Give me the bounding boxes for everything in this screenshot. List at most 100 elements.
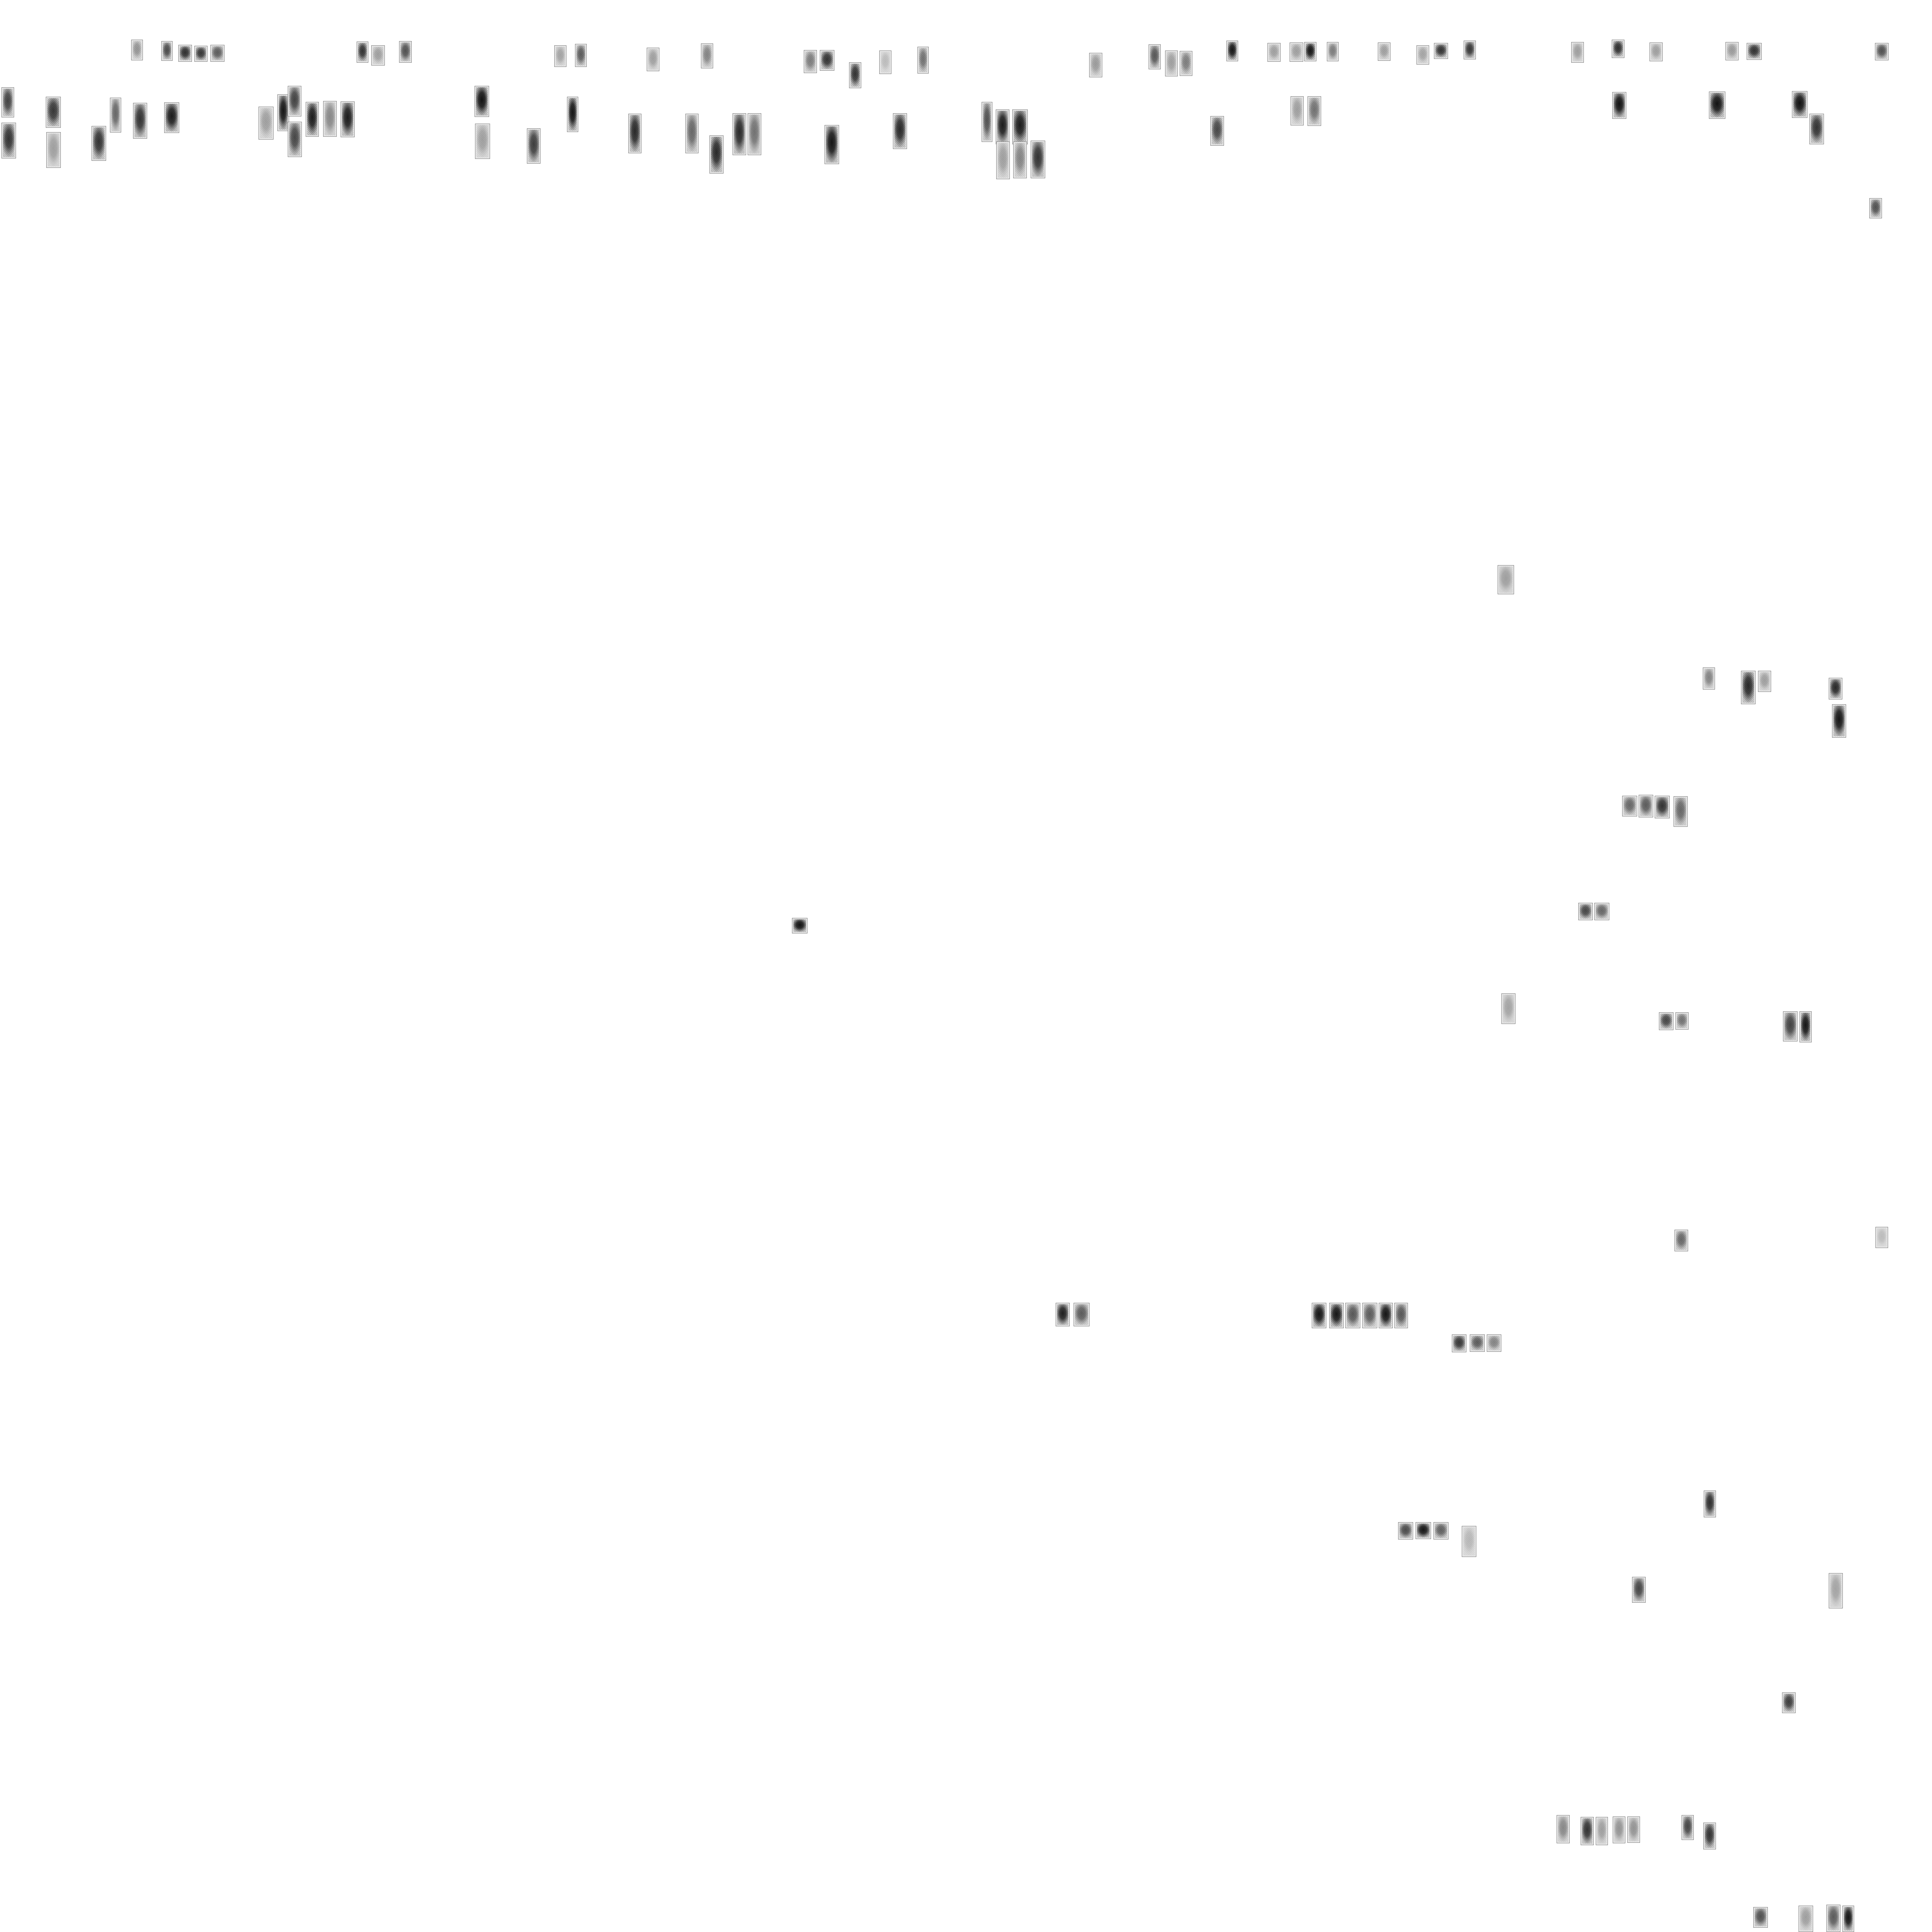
image-patch[interactable] (46, 132, 61, 168)
image-patch[interactable] (1594, 903, 1609, 920)
image-patch[interactable] (1149, 44, 1161, 69)
image-patch[interactable] (1627, 1816, 1640, 1843)
image-patch[interactable] (1557, 1815, 1570, 1843)
image-patch[interactable] (164, 102, 179, 133)
image-patch[interactable] (1291, 96, 1304, 125)
image-patch[interactable] (804, 50, 817, 73)
image-patch[interactable] (996, 142, 1010, 179)
image-patch[interactable] (1682, 1815, 1694, 1840)
image-patch[interactable] (1799, 1906, 1813, 1932)
image-patch[interactable] (210, 45, 225, 62)
image-patch[interactable] (1398, 1522, 1413, 1540)
image-patch[interactable] (1829, 1573, 1843, 1608)
image-patch[interactable] (1747, 43, 1762, 60)
image-patch[interactable] (1089, 53, 1102, 77)
image-patch[interactable] (820, 50, 834, 71)
image-patch[interactable] (1649, 42, 1663, 61)
image-patch[interactable] (1434, 43, 1448, 59)
image-patch[interactable] (1307, 96, 1321, 126)
image-patch[interactable] (1674, 1230, 1688, 1251)
image-patch[interactable] (647, 48, 659, 71)
image-patch[interactable] (1462, 1526, 1476, 1557)
image-patch[interactable] (1809, 114, 1824, 144)
image-patch[interactable] (527, 128, 541, 164)
image-patch[interactable] (133, 103, 147, 139)
image-patch[interactable] (1869, 198, 1882, 218)
image-patch[interactable] (1180, 51, 1192, 76)
image-patch[interactable] (1501, 993, 1516, 1024)
image-patch[interactable] (1345, 1303, 1360, 1328)
image-patch[interactable] (1612, 40, 1624, 58)
image-patch[interactable] (258, 107, 274, 140)
image-patch[interactable] (1753, 1907, 1768, 1928)
image-patch[interactable] (554, 45, 566, 67)
image-patch[interactable] (1703, 667, 1715, 690)
image-patch[interactable] (1659, 1012, 1674, 1030)
image-patch[interactable] (1165, 50, 1178, 76)
image-patch[interactable] (1632, 1577, 1646, 1603)
image-patch[interactable] (1578, 903, 1593, 920)
image-patch[interactable] (1452, 1334, 1466, 1352)
image-patch[interactable] (1210, 116, 1224, 146)
image-patch[interactable] (1674, 796, 1688, 827)
image-patch[interactable] (1655, 796, 1670, 818)
image-patch[interactable] (1031, 141, 1045, 178)
image-patch[interactable] (628, 114, 641, 153)
image-patch[interactable] (1842, 1906, 1854, 1932)
image-patch[interactable] (277, 94, 289, 131)
image-patch[interactable] (475, 86, 489, 117)
image-patch[interactable] (475, 124, 490, 159)
image-patch[interactable] (709, 135, 724, 174)
image-patch[interactable] (1470, 1334, 1485, 1352)
image-patch[interactable] (92, 126, 106, 161)
image-patch[interactable] (982, 102, 992, 142)
image-patch[interactable] (1056, 1303, 1070, 1326)
image-patch[interactable] (879, 50, 891, 74)
image-patch[interactable] (1304, 42, 1316, 61)
image-patch[interactable] (1703, 1823, 1716, 1849)
image-patch[interactable] (1487, 1334, 1501, 1352)
image-patch[interactable] (1826, 1905, 1840, 1932)
image-patch[interactable] (824, 125, 839, 164)
image-patch[interactable] (357, 42, 368, 63)
image-patch[interactable] (131, 40, 143, 60)
image-patch[interactable] (110, 98, 121, 133)
image-patch[interactable] (996, 109, 1009, 144)
image-patch[interactable] (1792, 91, 1807, 118)
image-patch[interactable] (849, 62, 861, 88)
image-patch[interactable] (1, 87, 14, 117)
image-patch[interactable] (1074, 1303, 1090, 1326)
image-patch[interactable] (1012, 109, 1028, 144)
image-patch[interactable] (1709, 92, 1725, 119)
image-patch[interactable] (701, 43, 713, 68)
image-patch[interactable] (1612, 92, 1626, 119)
image-patch[interactable] (194, 46, 208, 62)
image-patch[interactable] (1783, 1011, 1798, 1041)
image-patch[interactable] (1799, 1011, 1812, 1042)
image-patch[interactable] (1741, 671, 1756, 704)
image-patch[interactable] (371, 45, 385, 66)
image-patch[interactable] (917, 47, 929, 74)
image-patch[interactable] (46, 97, 61, 128)
image-patch[interactable] (733, 113, 746, 155)
image-patch[interactable] (1226, 41, 1238, 61)
image-patch[interactable] (1622, 796, 1637, 816)
image-patch[interactable] (1267, 43, 1281, 62)
image-patch[interactable] (1639, 795, 1653, 817)
image-patch[interactable] (288, 122, 302, 157)
image-patch[interactable] (1581, 1817, 1594, 1845)
image-patch[interactable] (1464, 41, 1476, 59)
image-patch[interactable] (1782, 1692, 1796, 1713)
image-patch[interactable] (575, 44, 587, 67)
image-patch[interactable] (1675, 1012, 1689, 1030)
image-patch[interactable] (1596, 1817, 1608, 1845)
image-patch[interactable] (1394, 1303, 1408, 1328)
image-patch[interactable] (1875, 43, 1889, 60)
image-patch[interactable] (1416, 1522, 1431, 1539)
image-patch[interactable] (323, 101, 337, 137)
image-patch[interactable] (1378, 42, 1391, 61)
image-patch[interactable] (1758, 671, 1771, 692)
image-patch[interactable] (748, 113, 761, 155)
image-patch[interactable] (1013, 142, 1027, 178)
image-patch[interactable] (288, 86, 301, 117)
